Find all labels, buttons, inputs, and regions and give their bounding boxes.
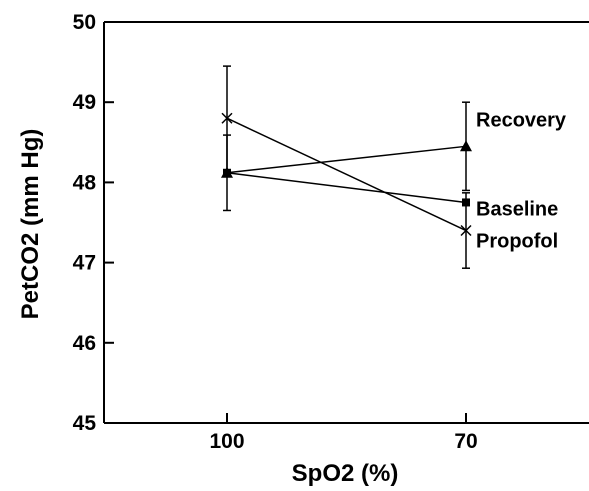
y-tick-label: 45 [73,412,97,435]
y-tick-label: 47 [73,252,96,275]
series-layer: Recovery Baseline Propofol [221,65,567,269]
y-tick-label: 48 [73,171,97,194]
y-tick-label: 50 [73,11,96,34]
baseline-line [226,172,467,204]
x-tick-label: 70 [454,430,477,453]
x-axis-title: SpO2 (%) [292,460,399,487]
propofol-point [221,112,233,124]
y-axis: 45 46 47 48 49 50 [73,11,114,435]
propofol-label: Propofol [476,231,558,253]
series-propofol: Propofol [221,65,558,269]
recovery-label: Recovery [476,109,567,131]
recovery-line [226,145,467,174]
series-recovery: Recovery [221,101,567,192]
propofol-line [226,117,467,232]
propofol-point [460,224,472,237]
y-tick-label: 49 [73,91,96,114]
baseline-label: Baseline [476,198,558,220]
x-tick-label: 100 [209,430,244,453]
x-axis: 100 70 [209,413,478,453]
recovery-point [460,140,472,152]
plot-frame [103,21,589,424]
y-axis-title: PetCO2 (mm Hg) [17,129,44,320]
y-tick-label: 46 [73,332,96,355]
baseline-point [223,168,231,177]
series-baseline: Baseline [223,134,558,220]
